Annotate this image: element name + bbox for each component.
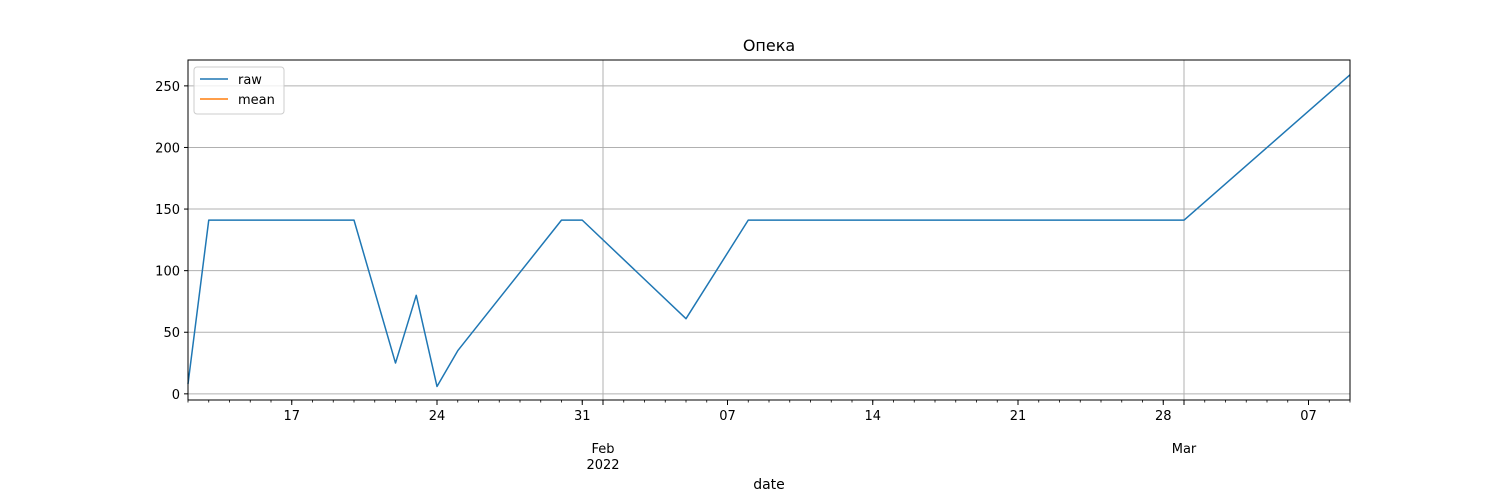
x-month-label: Mar [1172, 442, 1197, 457]
legend: raw mean [193, 66, 285, 115]
series-layer [187, 74, 1351, 388]
x-tick-label: 31 [574, 409, 591, 424]
x-tick-label: 24 [429, 409, 446, 424]
legend-label-mean: mean [238, 93, 275, 108]
y-tick-label: 250 [155, 80, 180, 95]
x-tick-label: 07 [719, 409, 736, 424]
x-tick-label: 14 [864, 409, 881, 424]
y-tick-label: 100 [155, 265, 180, 280]
x-tick-label: 28 [1155, 409, 1172, 424]
plot-frame [187, 59, 1351, 401]
x-axis-label: date [753, 477, 785, 493]
chart-title: Опека [743, 36, 795, 55]
x-tick-label: 21 [1010, 409, 1027, 424]
x-tick-label: 07 [1300, 409, 1317, 424]
x-tick-label: 17 [283, 409, 300, 424]
x-month-label: Feb [591, 442, 614, 457]
y-tick-label: 0 [172, 388, 180, 403]
series-line-raw [187, 74, 1351, 388]
y-tick-label: 50 [163, 326, 180, 341]
grid-layer [188, 60, 1350, 400]
legend-label-raw: raw [238, 73, 262, 88]
y-tick-label: 200 [155, 141, 180, 156]
y-tick-label: 150 [155, 203, 180, 218]
x-year-label: 2022 [586, 458, 619, 473]
